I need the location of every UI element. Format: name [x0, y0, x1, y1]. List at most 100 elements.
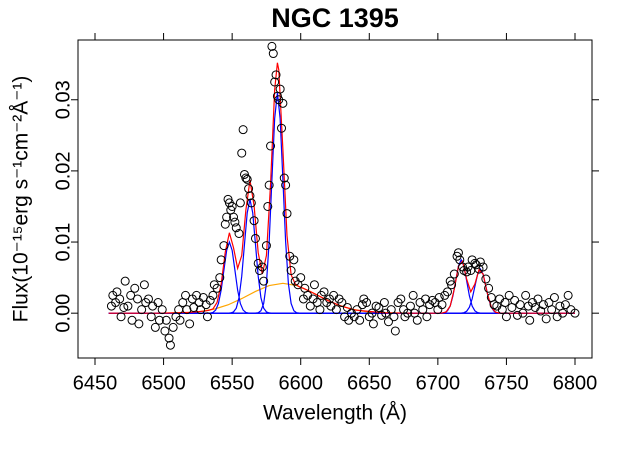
- data-point: [383, 317, 393, 327]
- data-point: [512, 310, 522, 320]
- data-point: [242, 174, 252, 184]
- fit-line: [108, 240, 575, 314]
- data-point: [481, 274, 491, 284]
- data-point: [271, 70, 281, 80]
- data-point: [202, 312, 212, 322]
- data-point: [212, 283, 222, 293]
- data-point: [484, 283, 494, 293]
- data-point: [208, 290, 218, 300]
- chart-title: NGC 1395: [271, 3, 399, 33]
- data-point: [241, 173, 251, 183]
- data-point: [245, 191, 255, 201]
- data-point: [396, 294, 406, 304]
- data-point: [319, 287, 329, 297]
- fit-lines: [108, 62, 575, 314]
- data-point: [185, 319, 195, 329]
- data-point: [116, 312, 126, 322]
- data-point: [229, 212, 239, 222]
- data-point: [277, 123, 287, 133]
- data-point: [222, 212, 232, 222]
- data-point: [234, 229, 244, 239]
- data-point: [235, 198, 245, 208]
- data-point: [296, 273, 306, 283]
- data-point: [261, 241, 271, 251]
- x-tick-label: 6700: [416, 372, 461, 394]
- data-point: [433, 305, 443, 315]
- x-tick-label: 6650: [347, 372, 392, 394]
- data-point: [164, 333, 174, 343]
- data-point: [230, 217, 240, 227]
- x-axis-label: Wavelength (Å): [263, 402, 407, 425]
- data-point: [137, 305, 147, 315]
- data-point: [196, 305, 206, 315]
- data-point: [541, 314, 551, 324]
- data-point: [368, 319, 378, 329]
- data-point: [139, 280, 149, 290]
- data-point: [215, 273, 225, 283]
- data-point: [249, 216, 259, 226]
- data-points: [106, 41, 580, 350]
- data-point: [362, 298, 372, 308]
- data-point: [521, 290, 531, 300]
- data-point: [286, 265, 296, 275]
- data-point: [127, 315, 137, 325]
- data-point: [189, 302, 199, 312]
- data-point: [165, 340, 175, 350]
- data-point: [449, 269, 459, 279]
- y-tick-label: 0.00: [52, 294, 74, 333]
- data-point: [390, 326, 400, 336]
- data-point: [120, 276, 130, 286]
- data-point: [153, 298, 163, 308]
- x-tick-label: 6550: [210, 372, 255, 394]
- data-point: [154, 315, 164, 325]
- data-point: [119, 302, 129, 312]
- data-point: [143, 294, 153, 304]
- plot-frame: [77, 39, 593, 359]
- data-point: [157, 305, 167, 315]
- data-point: [412, 315, 422, 325]
- data-point: [231, 223, 241, 233]
- data-point: [259, 276, 269, 286]
- data-point: [437, 300, 447, 310]
- data-point: [244, 184, 254, 194]
- data-point: [357, 300, 367, 310]
- data-point: [250, 233, 260, 243]
- data-point: [563, 290, 573, 300]
- data-point: [315, 305, 325, 315]
- data-point: [130, 283, 140, 293]
- data-point: [205, 295, 215, 305]
- data-point: [422, 312, 432, 322]
- data-point: [257, 262, 267, 272]
- data-point: [126, 290, 136, 300]
- x-tick-label: 6500: [141, 372, 186, 394]
- data-point: [500, 298, 510, 308]
- data-point: [474, 264, 484, 274]
- data-point: [405, 301, 415, 311]
- data-point: [549, 293, 559, 303]
- data-point: [278, 98, 288, 108]
- data-point: [161, 315, 171, 325]
- data-point: [182, 305, 192, 315]
- data-point: [133, 294, 143, 304]
- data-point: [442, 287, 452, 297]
- data-point: [279, 173, 289, 183]
- data-point: [115, 294, 125, 304]
- data-point: [538, 300, 548, 310]
- data-point: [238, 125, 248, 135]
- x-tick-label: 6750: [484, 372, 529, 394]
- data-point: [181, 290, 191, 300]
- data-point: [123, 301, 133, 311]
- data-point: [160, 326, 170, 336]
- data-point: [281, 180, 291, 190]
- fit-line: [108, 62, 575, 314]
- data-point: [216, 255, 226, 265]
- data-point: [275, 84, 285, 94]
- data-point: [501, 312, 511, 322]
- data-point: [175, 315, 185, 325]
- x-tick-label: 6600: [278, 372, 323, 394]
- data-point: [168, 322, 178, 332]
- data-point: [478, 262, 488, 272]
- data-point: [547, 305, 557, 315]
- data-point: [219, 241, 229, 251]
